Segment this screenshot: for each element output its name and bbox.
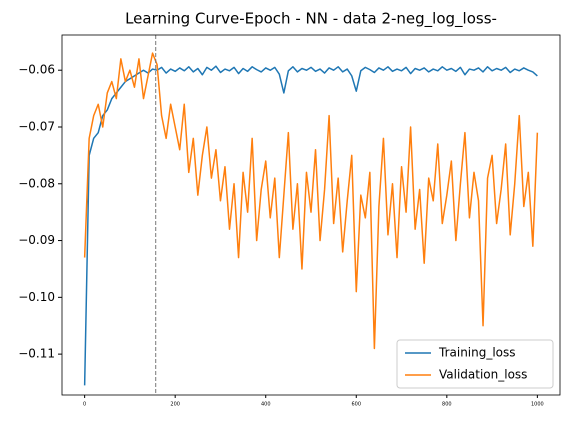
series-line — [83, 52, 539, 350]
legend-label: Training_loss — [438, 346, 516, 360]
series-line — [83, 65, 538, 386]
y-tick-label: −0.07 — [18, 119, 55, 133]
y-tick-label: −0.09 — [18, 233, 55, 247]
y-tick-label: −0.10 — [18, 290, 55, 304]
chart-title: Learning Curve-Epoch - NN - data 2-neg_l… — [125, 10, 497, 29]
x-tick-label: 0 — [83, 402, 86, 408]
x-tick-label: 400 — [261, 402, 271, 408]
y-tick-label: −0.06 — [18, 63, 55, 77]
y-tick-label: −0.08 — [18, 176, 55, 190]
x-tick-label: 600 — [351, 402, 361, 408]
legend-box — [396, 339, 554, 389]
axes-frame — [61, 34, 561, 396]
x-tick-label: 800 — [442, 402, 452, 408]
x-tick-label: 1000 — [531, 402, 544, 408]
legend: Training_loss Validation_loss — [396, 339, 554, 389]
y-tick-label: −0.11 — [18, 347, 55, 361]
legend-label: Validation_loss — [439, 368, 527, 382]
x-tick-label: 200 — [170, 402, 180, 408]
